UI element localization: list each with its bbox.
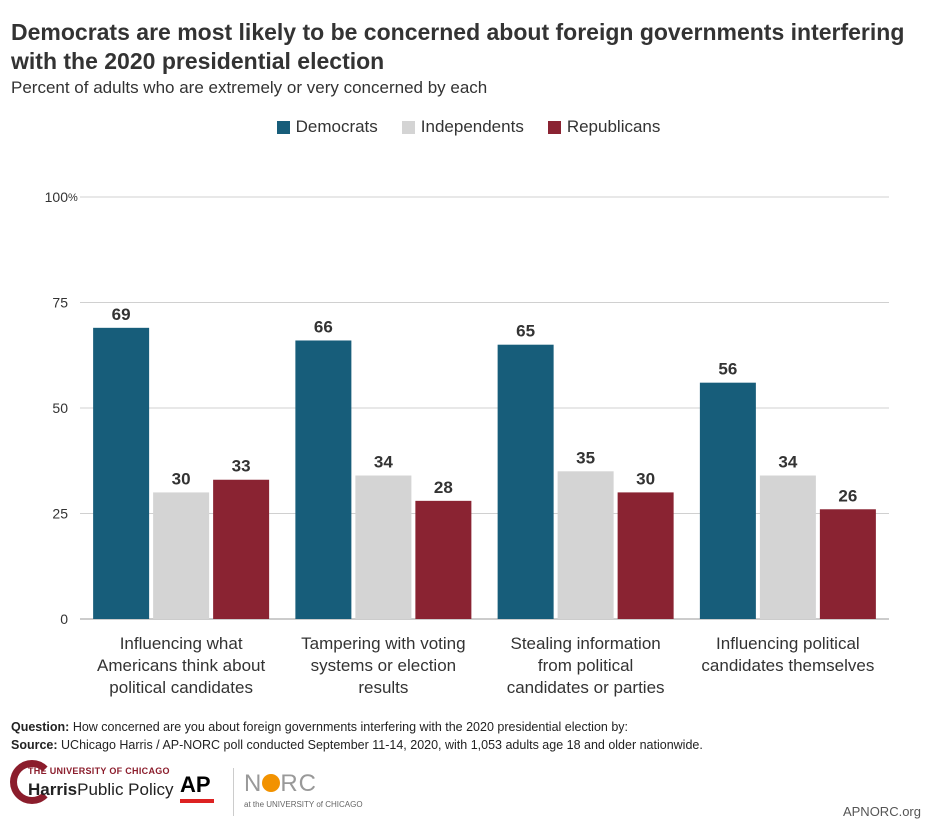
legend-swatch-democrats [276, 120, 290, 134]
bar-value-label: 28 [434, 478, 453, 497]
bar-independents [557, 471, 614, 619]
bar-independents [153, 492, 210, 619]
category-label: Influencing what [120, 634, 243, 653]
category-label: political candidates [109, 678, 253, 697]
y-tick-label: 50 [52, 400, 68, 416]
bar-value-label: 34 [778, 453, 797, 472]
legend-swatch-independents [401, 120, 415, 134]
bar-chart: 0 25 50 75 100 % 69 30 33 Influencing what America… [45, 189, 889, 697]
bar-democrats [93, 327, 150, 619]
bar-value-label: 26 [838, 486, 857, 505]
bar-democrats [497, 344, 554, 619]
category-label: systems or election [311, 656, 457, 675]
bar-value-label: 33 [232, 457, 251, 476]
legend-label-republicans: Republicans [566, 117, 661, 136]
ap-bar [180, 799, 214, 803]
norc-orange-dot-icon [262, 774, 281, 792]
question-label: Question: [11, 720, 70, 734]
legend-item-democrats: Democrats [276, 117, 378, 137]
category-label: Tampering with voting [301, 634, 465, 653]
bar-democrats [699, 382, 756, 619]
y-tick-label: 25 [52, 506, 68, 522]
legend-item-independents: Independents [401, 117, 524, 137]
bar-value-label: 66 [314, 317, 333, 336]
category-label: from political [538, 656, 633, 675]
logo-bar: THE UNIVERSITY OF CHICAGO HarrisPublic P… [0, 758, 937, 832]
bar-independents [355, 475, 412, 619]
ap-text: AP [180, 772, 211, 797]
uchicago-harris-logo: THE UNIVERSITY OF CHICAGO HarrisPublic P… [10, 758, 174, 826]
chart-title: Democrats are most likely to be concerne… [11, 19, 905, 74]
site-url: APNORC.org [842, 804, 921, 819]
bar-value-label: 34 [374, 453, 393, 472]
harris-public-policy: HarrisPublic Policy [28, 780, 174, 799]
bar-value-label: 30 [636, 469, 655, 488]
source-text: UChicago Harris / AP-NORC poll conducted… [57, 738, 703, 752]
category-label: Stealing information [510, 634, 660, 653]
y-tick-label: 75 [52, 295, 68, 311]
bar-republicans [213, 479, 270, 619]
legend-label-democrats: Democrats [295, 117, 378, 136]
footnote-question: Question: How concerned are you about fo… [11, 720, 628, 734]
legend-label-independents: Independents [420, 117, 524, 136]
legend: Democrats Independents Republicans [0, 117, 937, 137]
norc-subtitle: at the UNIVERSITY of CHICAGO [244, 800, 363, 809]
footnote-source: Source: UChicago Harris / AP-NORC poll c… [11, 738, 703, 752]
category-label: Influencing political [716, 634, 860, 653]
bar-value-label: 30 [172, 469, 191, 488]
ap-logo: AP [180, 772, 220, 803]
y-tick-label: 100 [45, 189, 69, 205]
bar-democrats [295, 340, 352, 619]
legend-item-republicans: Republicans [547, 117, 661, 137]
y-tick-unit: % [68, 192, 78, 204]
y-tick-label: 0 [60, 611, 68, 627]
uchicago-circle-icon [10, 760, 54, 804]
uchicago-name: THE UNIVERSITY OF CHICAGO [28, 766, 170, 776]
bar-value-label: 65 [516, 322, 535, 341]
bar-republicans [819, 509, 876, 619]
logo-divider [233, 768, 234, 816]
bar-value-label: 35 [576, 448, 595, 467]
category-label: Americans think about [97, 656, 265, 675]
bar-independents [759, 475, 816, 619]
bar-value-label: 56 [718, 360, 737, 379]
category-label: candidates themselves [701, 656, 874, 675]
category-label: results [358, 678, 408, 697]
legend-swatch-republicans [547, 120, 561, 134]
chart-subtitle: Percent of adults who are extremely or v… [11, 78, 488, 97]
bar-republicans [617, 492, 674, 619]
question-text: How concerned are you about foreign gove… [69, 720, 629, 734]
source-label: Source: [11, 738, 58, 752]
norc-text: N RC [244, 770, 318, 797]
category-label: candidates or parties [507, 678, 665, 697]
bar-republicans [415, 500, 472, 619]
bar-value-label: 69 [112, 305, 131, 324]
norc-logo: N RC at the UNIVERSITY of CHICAGO [244, 770, 384, 809]
